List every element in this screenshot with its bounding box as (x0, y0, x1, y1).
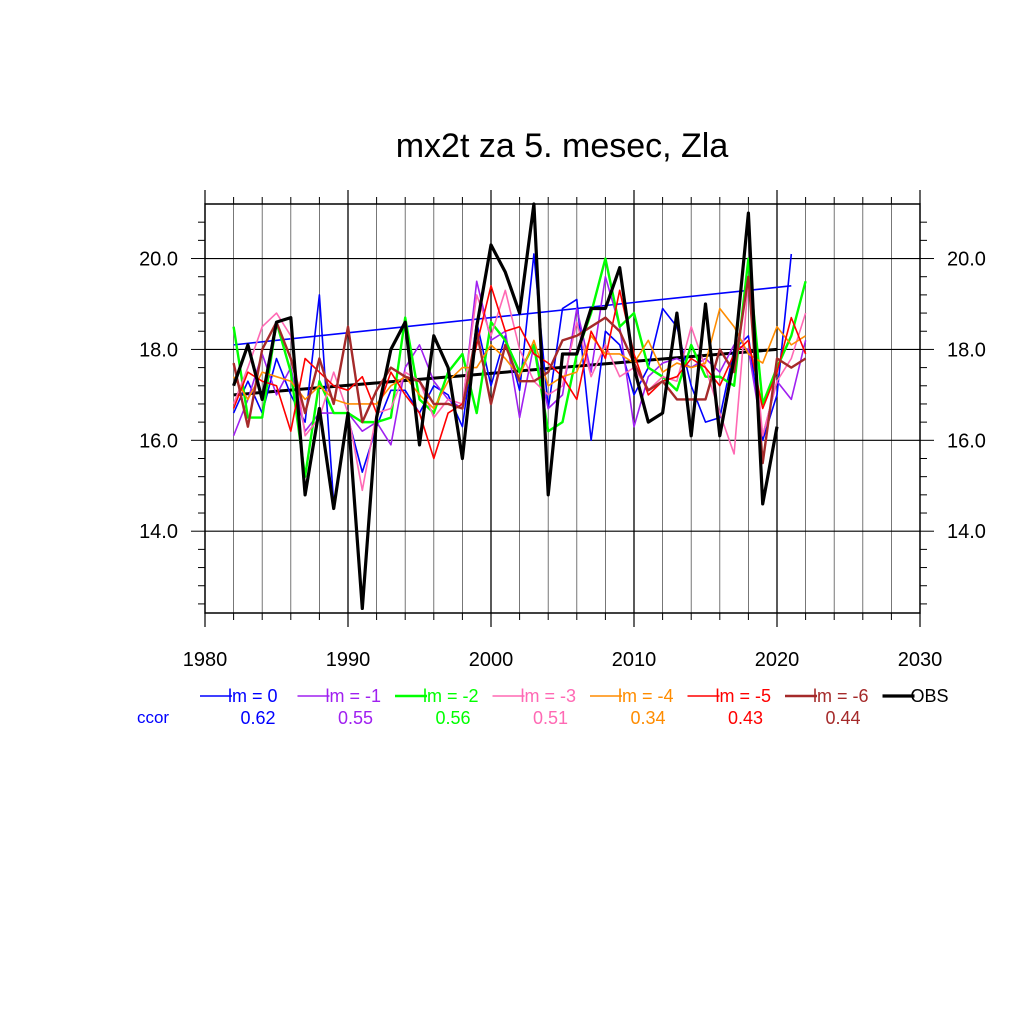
legend-label: lm = -1 (326, 686, 382, 706)
legend-label: lm = -6 (813, 686, 869, 706)
ccor-value: 0.62 (240, 708, 275, 728)
ccor-value: 0.34 (630, 708, 665, 728)
trend-line (233, 285, 792, 346)
y-tick-label-right: 18.0 (947, 339, 986, 361)
legend-label: lm = -3 (521, 686, 577, 706)
y-tick-label-left: 20.0 (139, 249, 178, 271)
axes: 1980 1990 2000 2010 2020 2030 14.0 14.0 16.0 16.0… (139, 190, 986, 671)
legend-label: lm = 0 (228, 686, 278, 706)
y-tick-label-left: 18.0 (139, 339, 178, 361)
ccor-value: 0.51 (533, 708, 568, 728)
legend-label: lm = -4 (618, 686, 674, 706)
ccor-label: ccor (137, 708, 169, 727)
x-tick-label: 2030 (898, 649, 943, 671)
series-line (232, 275, 807, 446)
series-lines (232, 202, 807, 611)
chart-title: mx2t za 5. mesec, Zla (396, 127, 729, 165)
ccor-value: 0.55 (338, 708, 373, 728)
legend-label: OBS (911, 686, 949, 706)
series-line (232, 284, 807, 460)
y-tick-label-right: 14.0 (947, 521, 986, 543)
legend-label: lm = -5 (716, 686, 772, 706)
y-tick-label-left: 14.0 (139, 521, 178, 543)
y-tick-label-left: 16.0 (139, 430, 178, 452)
y-tick-label-right: 20.0 (947, 249, 986, 271)
plot-frame (204, 203, 921, 614)
x-tick-label: 2000 (469, 649, 514, 671)
series-line (232, 257, 807, 478)
series-line (232, 275, 807, 465)
x-tick-label: 1980 (183, 649, 228, 671)
x-tick-label: 2010 (612, 649, 657, 671)
legend-label: lm = -2 (423, 686, 479, 706)
ccor-value: 0.43 (728, 708, 763, 728)
series-line (232, 202, 779, 611)
y-tick-label-right: 16.0 (947, 430, 986, 452)
ccor-value: 0.44 (825, 708, 860, 728)
grid-lines (205, 204, 920, 613)
ccor-value: 0.56 (435, 708, 470, 728)
x-tick-label: 1990 (326, 649, 371, 671)
x-tick-label: 2020 (755, 649, 800, 671)
